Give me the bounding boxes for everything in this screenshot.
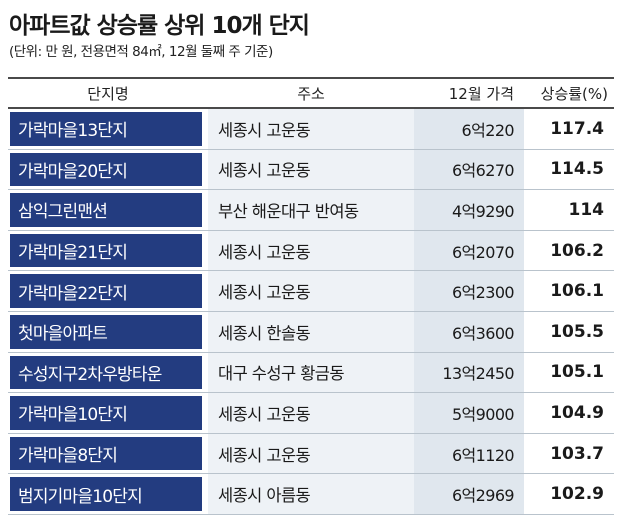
chart-subtitle: (단위: 만 원, 전용면적 84㎡, 12월 둘째 주 기준) <box>9 44 273 60</box>
table-row: 첫마을아파트 세종시 한솔동 6억3600 105.5 <box>8 311 614 353</box>
price-cell: 5억9000 <box>414 393 524 433</box>
price-cell: 6억2070 <box>414 230 524 271</box>
rate-cell: 117.4 <box>550 118 604 139</box>
price-cell: 6억3600 <box>414 311 524 352</box>
table-header: 단지명 주소 12월 가격 상승률(%) <box>8 77 614 109</box>
table-row: 가락마을20단지 세종시 고운동 6억6270 114.5 <box>8 149 614 191</box>
complex-name-cell: 수성지구2차우방타운 <box>10 355 202 390</box>
address-cell: 세종시 아름동 <box>208 474 414 514</box>
address-cell: 세종시 고운동 <box>208 433 414 474</box>
address-cell: 세종시 한솔동 <box>208 311 414 352</box>
table-row: 삼익그린맨션 부산 해운대구 반여동 4억9290 114 <box>8 190 614 231</box>
price-cell: 4억9290 <box>414 190 524 230</box>
address-cell: 대구 수성구 황금동 <box>208 352 414 393</box>
table-row: 범지기마을10단지 세종시 아름동 6억2969 102.9 <box>8 474 614 515</box>
complex-name-cell: 가락마을20단지 <box>10 152 202 187</box>
price-cell: 6억2969 <box>414 474 524 514</box>
price-cell: 6억2300 <box>414 271 524 311</box>
complex-name-cell: 삼익그린맨션 <box>10 193 202 227</box>
complex-name-cell: 가락마을22단지 <box>10 274 202 308</box>
rate-cell: 106.2 <box>550 240 604 261</box>
rate-cell: 105.1 <box>550 362 604 383</box>
header-address: 주소 <box>297 84 325 103</box>
rate-cell: 104.9 <box>550 402 604 423</box>
address-cell: 세종시 고운동 <box>208 149 414 190</box>
address-cell: 세종시 고운동 <box>208 230 414 271</box>
complex-name-cell: 첫마을아파트 <box>10 314 202 349</box>
price-cell: 6억6270 <box>414 149 524 190</box>
rate-cell: 106.1 <box>550 281 604 302</box>
complex-name-cell: 가락마을10단지 <box>10 396 202 430</box>
rate-cell: 114.5 <box>550 159 604 180</box>
complex-name-cell: 범지기마을10단지 <box>10 477 202 511</box>
address-cell: 세종시 고운동 <box>208 109 414 149</box>
address-cell: 세종시 고운동 <box>208 393 414 433</box>
price-cell: 6억1120 <box>414 433 524 474</box>
header-name: 단지명 <box>87 84 129 103</box>
header-price: 12월 가격 <box>448 84 514 103</box>
rate-cell: 114 <box>568 199 605 220</box>
complex-name-cell: 가락마을21단지 <box>10 233 202 268</box>
table-row: 가락마을10단지 세종시 고운동 5억9000 104.9 <box>8 393 614 434</box>
complex-name-cell: 가락마을13단지 <box>10 112 202 146</box>
price-cell: 6억220 <box>414 109 524 149</box>
address-cell: 부산 해운대구 반여동 <box>208 190 414 230</box>
rate-cell: 105.5 <box>550 321 604 342</box>
table-row: 가락마을22단지 세종시 고운동 6억2300 106.1 <box>8 271 614 312</box>
rate-cell: 102.9 <box>550 484 604 505</box>
table-row: 수성지구2차우방타운 대구 수성구 황금동 13억2450 105.1 <box>8 352 614 394</box>
ranking-table: 단지명 주소 12월 가격 상승률(%) 가락마을13단지 세종시 고운동 6억22… <box>8 77 614 515</box>
complex-name-cell: 가락마을8단지 <box>10 436 202 471</box>
table-row: 가락마을21단지 세종시 고운동 6억2070 106.2 <box>8 230 614 272</box>
table-body: 가락마을13단지 세종시 고운동 6억220 117.4 가락마을20단지 세종시 고운동… <box>8 109 614 515</box>
chart-title: 아파트값 상승률 상위 10개 단지 <box>9 13 310 39</box>
table-row: 가락마을8단지 세종시 고운동 6억1120 103.7 <box>8 433 614 475</box>
price-cell: 13억2450 <box>414 352 524 393</box>
table-row: 가락마을13단지 세종시 고운동 6억220 117.4 <box>8 109 614 150</box>
header-rate: 상승률(%) <box>540 84 608 103</box>
address-cell: 세종시 고운동 <box>208 271 414 311</box>
rate-cell: 103.7 <box>550 443 604 464</box>
